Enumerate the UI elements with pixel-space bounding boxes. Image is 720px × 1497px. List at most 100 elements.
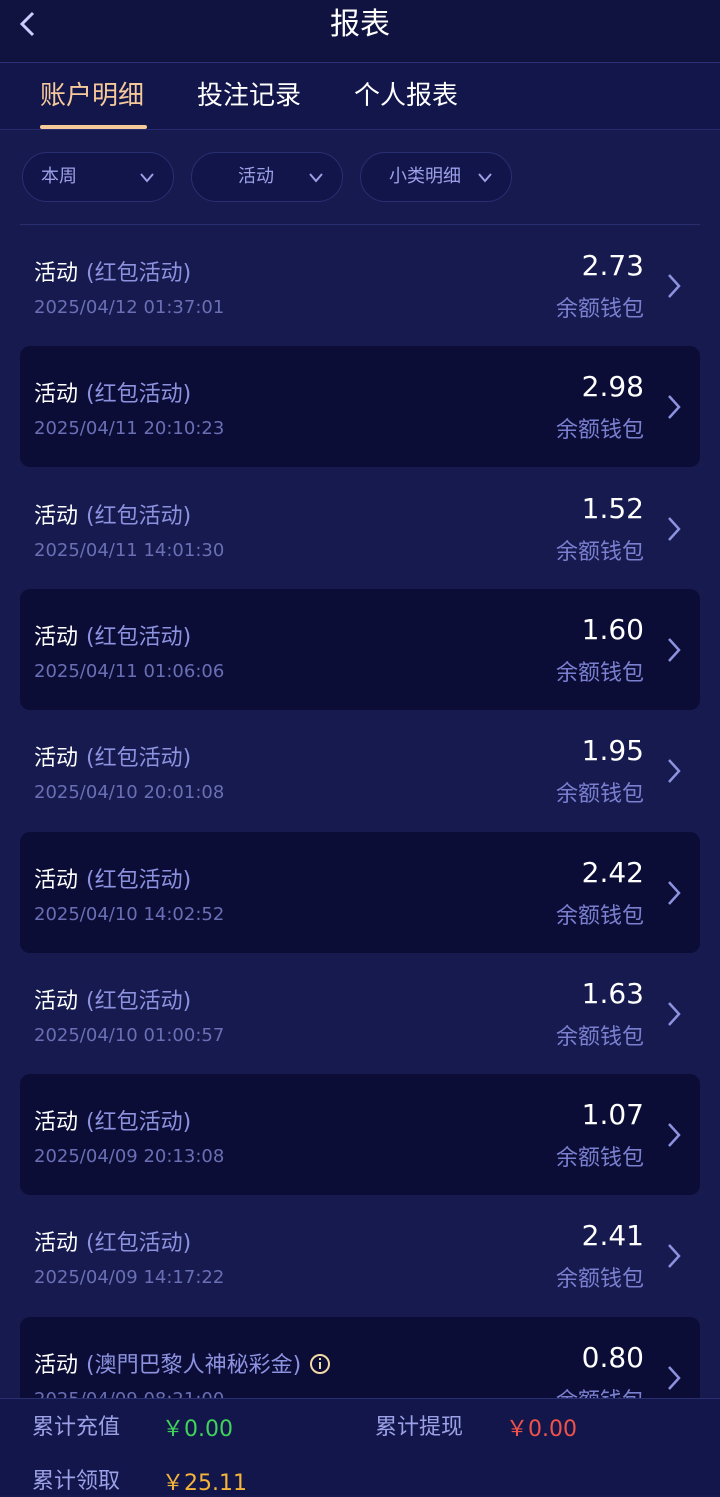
record-item[interactable]: 活动 (红包活动) 2025/04/10 20:01:08 1.95 余额钱包 (20, 710, 700, 831)
record-time: 2025/04/11 20:10:23 (34, 418, 225, 440)
chevron (668, 516, 681, 541)
record-subtitle: (红包活动) (86, 867, 192, 893)
record-amount: 2.98 (581, 370, 644, 404)
withdraw-value: ￥0.00 (506, 1417, 577, 1442)
back-button[interactable] (16, 10, 40, 40)
record-subtitle: (红包活动) (86, 1231, 192, 1257)
record-type: 活动 (34, 1231, 79, 1257)
record-type: 活动 (34, 1110, 79, 1136)
record-wallet: 余额钱包 (555, 1267, 644, 1293)
record-time: 2025/04/11 01:06:06 (34, 660, 225, 682)
filter-label: 小类明细 (389, 166, 461, 187)
deposit-label: 累计充值 (32, 1415, 121, 1440)
chevron (668, 274, 681, 298)
record-item[interactable]: 活动 (红包活动) 2025/04/10 01:00:57 1.63 余额钱包 (20, 953, 700, 1074)
record-title: 活动 (红包活动) (34, 740, 191, 772)
tab-bar: 账户明细 投注记录 个人报表 (0, 63, 720, 130)
record-subtitle: (红包活动) (86, 624, 192, 650)
record-type: 活动 (34, 746, 79, 772)
chevron (668, 1001, 681, 1026)
record-amount: 1.52 (581, 491, 644, 525)
record-time: 2025/04/10 20:01:08 (34, 782, 225, 804)
record-item[interactable]: 活动 (红包活动) 2025/04/11 20:10:23 2.98 余额钱包 (20, 346, 700, 468)
deposit-value: ￥0.00 (162, 1417, 233, 1442)
record-title: 活动 (红包活动) (34, 498, 191, 530)
record-wallet: 余额钱包 (556, 1383, 644, 1398)
record-list: 活动 (红包活动) 2025/04/12 01:37:01 2.73 余额钱包 活动 (红包… (0, 225, 720, 1398)
record-title: 活动 (红包活动) (34, 983, 191, 1015)
record-type: 活动 (34, 867, 79, 893)
filter-label: 本周 (41, 166, 77, 187)
record-time: 2025/04/10 01:00:57 (34, 1024, 225, 1046)
record-type: 活动 (34, 1352, 79, 1378)
record-subtitle: (红包活动) (86, 503, 192, 529)
record-title: 活动 (红包活动) (34, 1225, 191, 1257)
chevron (668, 1123, 681, 1147)
page-title: 报表 (330, 7, 390, 42)
record-item[interactable]: 活动 (红包活动) 2025/04/11 01:06:06 1.60 余额钱包 (20, 588, 700, 710)
record-subtitle: (红包活动) (86, 1110, 192, 1136)
tab[interactable]: 个人报表 (354, 81, 459, 111)
record-wallet: 余额钱包 (555, 903, 644, 929)
info-icon[interactable] (309, 1353, 331, 1375)
record-item[interactable]: 活动 (红包活动) 2025/04/12 01:37:01 2.73 余额钱包 (20, 225, 700, 346)
record-amount: 2.73 (581, 249, 644, 282)
record-wallet: 余额钱包 (555, 660, 644, 686)
filter-dropdown[interactable]: 本周 (22, 152, 174, 202)
record-subtitle: (红包活动) (86, 746, 192, 772)
record-type: 活动 (34, 261, 79, 286)
record-amount: 1.95 (581, 734, 644, 768)
tab[interactable]: 投注记录 (197, 81, 302, 111)
record-item[interactable]: 活动 (红包活动) 2025/04/11 14:01:30 1.52 余额钱包 (20, 468, 700, 589)
record-amount: 1.63 (581, 976, 644, 1010)
chevron (668, 759, 681, 784)
record-title: 活动 (红包活动) (34, 255, 191, 287)
record-wallet: 余额钱包 (555, 782, 644, 808)
record-wallet: 余额钱包 (555, 1024, 644, 1050)
chevron (668, 880, 681, 905)
chevron (668, 638, 681, 662)
chevron (668, 395, 681, 420)
record-wallet: 余额钱包 (555, 418, 644, 444)
record-type: 活动 (34, 624, 79, 650)
claim-value: ￥25.11 (162, 1471, 247, 1496)
tab-indicator (40, 125, 147, 129)
record-item[interactable]: 活动 (红包活动) 2025/04/10 14:02:52 2.42 余额钱包 (20, 831, 700, 953)
tab[interactable]: 账户明细 (40, 81, 145, 111)
record-time: 2025/04/10 14:02:52 (34, 903, 225, 925)
record-item[interactable]: 活动 (澳門巴黎人神秘彩金) 2025/04/09 08:21:00 0.80 余额钱包 (20, 1316, 700, 1398)
record-type: 活动 (34, 382, 79, 408)
record-title: 活动 (澳門巴黎人神秘彩金) (34, 1347, 331, 1379)
record-item[interactable]: 活动 (红包活动) 2025/04/09 14:17:22 2.41 余额钱包 (20, 1195, 700, 1316)
record-title: 活动 (红包活动) (34, 1104, 191, 1136)
record-subtitle: (红包活动) (86, 261, 192, 286)
record-time: 2025/04/11 14:01:30 (34, 539, 225, 561)
record-wallet: 余额钱包 (555, 539, 644, 565)
record-amount: 0.80 (581, 1340, 644, 1374)
record-time: 2025/04/09 14:17:22 (34, 1267, 225, 1289)
record-title: 活动 (红包活动) (34, 862, 191, 894)
divider (20, 224, 700, 225)
record-title: 活动 (红包活动) (34, 619, 191, 651)
record-amount: 2.42 (581, 855, 644, 889)
record-amount: 1.07 (581, 1098, 644, 1132)
claim-label: 累计领取 (32, 1469, 121, 1494)
record-subtitle: (红包活动) (86, 988, 192, 1014)
summary-footer: 累计充值 ￥0.00 累计提现 ￥0.00 累计领取 ￥25.11 (0, 1398, 720, 1496)
filter-label: 活动 (238, 166, 274, 187)
withdraw-label: 累计提现 (375, 1415, 464, 1440)
filter-dropdown[interactable]: 活动 (191, 152, 343, 202)
chevron (668, 1365, 681, 1390)
filter-dropdown[interactable]: 小类明细 (360, 152, 512, 202)
record-type: 活动 (34, 988, 79, 1014)
record-subtitle: (红包活动) (86, 382, 192, 408)
record-time: 2025/04/09 20:13:08 (34, 1146, 225, 1168)
chevron (668, 1244, 681, 1269)
record-time: 2025/04/09 08:21:00 (34, 1389, 224, 1398)
header: 报表 (0, 0, 720, 63)
record-item[interactable]: 活动 (红包活动) 2025/04/09 20:13:08 1.07 余额钱包 (20, 1074, 700, 1196)
record-title: 活动 (红包活动) (34, 376, 191, 408)
record-amount: 2.41 (581, 1219, 644, 1253)
record-type: 活动 (34, 503, 79, 529)
